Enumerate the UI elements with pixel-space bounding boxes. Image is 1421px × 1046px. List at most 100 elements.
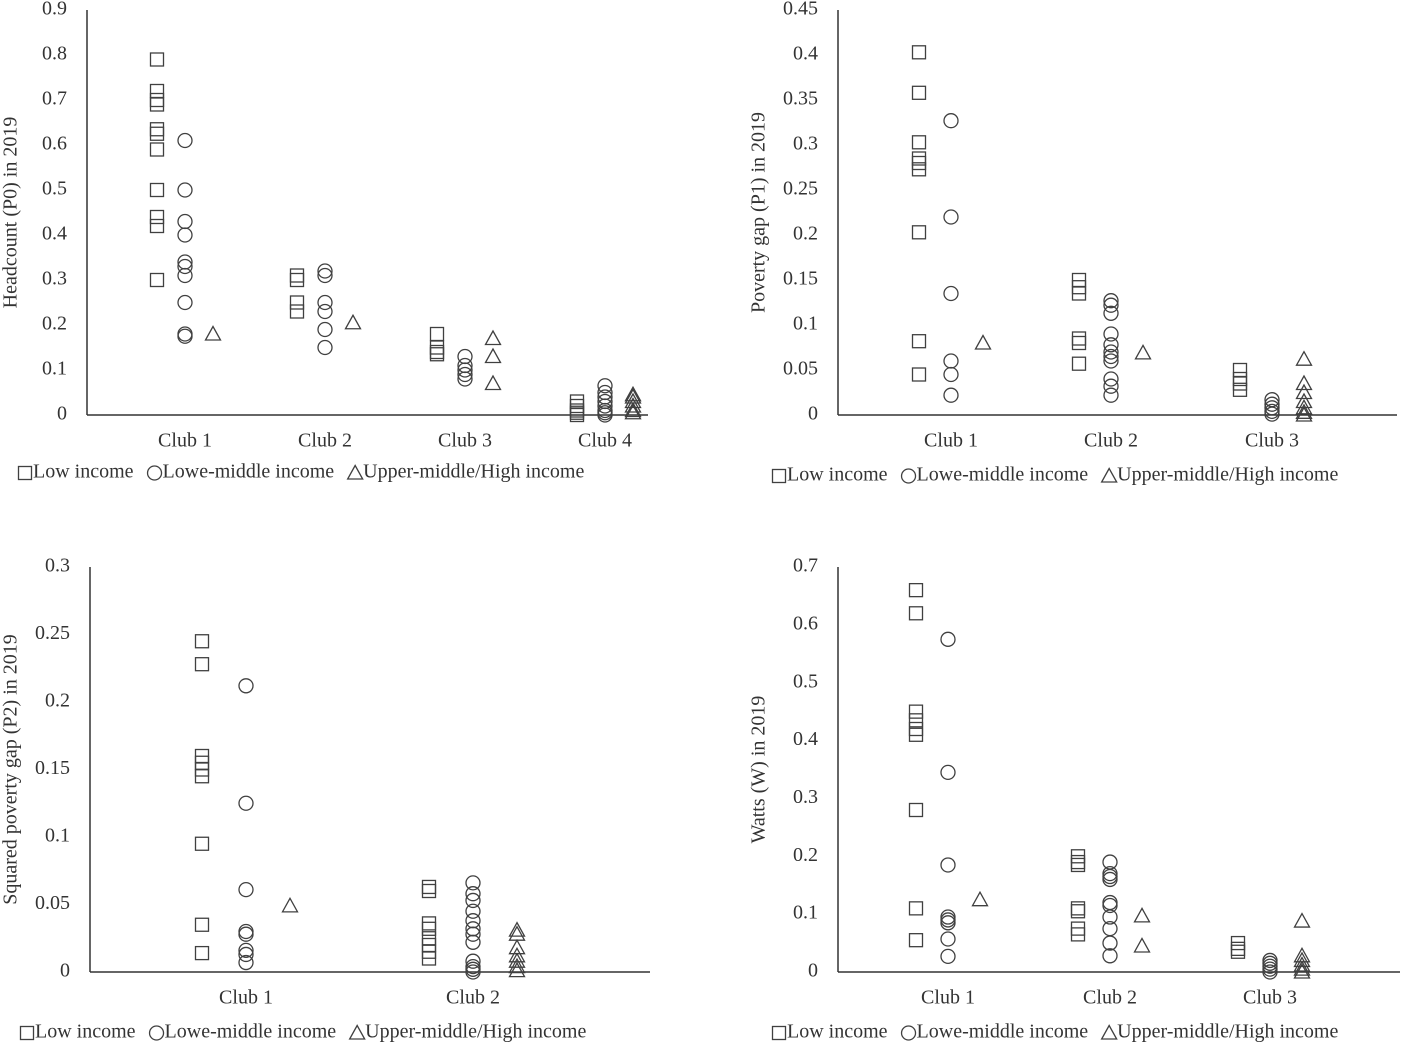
point [1070,857,1086,873]
point [908,727,924,742]
point [465,875,481,891]
legend-label: Low income [787,464,888,486]
y-tick-label: 0.3 [42,268,67,290]
legend-marker [1100,1024,1118,1040]
point [177,328,193,344]
x-tick-label: Club 2 [298,430,352,452]
point [940,931,956,947]
point [911,367,927,382]
legend-marker [348,1024,366,1040]
legend-label: Low income [33,461,134,483]
point [344,313,362,330]
point [1102,948,1118,964]
point [1295,406,1313,422]
point [1071,272,1087,288]
point [597,378,613,394]
point [508,961,526,978]
point [508,921,526,937]
point [457,362,473,378]
point [1070,927,1086,942]
point [1071,335,1087,351]
point [1264,406,1280,422]
y-tick-label: 0 [808,403,818,425]
point [908,721,924,737]
point [1102,909,1118,925]
y-tick-label: 0.15 [35,757,70,779]
x-tick-label: Club 3 [1245,430,1299,452]
y-tick-label: 0.2 [793,844,818,866]
y-tick-label: 0.25 [35,622,70,644]
point [238,795,254,811]
y-tick-label: 0.4 [793,728,818,750]
legend-label: Lowe-middle income [917,1021,1089,1043]
point [1103,387,1119,403]
point [943,285,959,302]
legend-label: Lowe-middle income [163,461,335,483]
point [1103,326,1119,342]
point [943,113,959,129]
y-tick-label: 0.8 [42,43,67,65]
point [289,295,305,310]
point [940,948,956,965]
point [465,886,481,902]
point [1103,378,1119,394]
point [149,209,165,225]
y-tick-label: 0.05 [35,892,70,914]
point [597,407,613,423]
point [238,678,254,694]
x-tick-label: Club 1 [219,987,273,1009]
point [149,92,165,108]
point [1103,297,1119,313]
point [177,132,193,149]
point [911,225,927,240]
x-tick-label: Club 2 [1083,987,1137,1009]
point [971,890,989,907]
point [289,272,305,288]
y-tick-label: 0.2 [45,690,70,712]
point [465,903,481,919]
point [149,83,165,99]
y-tick-label: 0.5 [793,670,818,692]
point [908,582,924,598]
legend-label: Lowe-middle income [165,1021,337,1043]
point [1134,344,1152,360]
x-tick-label: Club 1 [158,430,212,452]
y-tick-label: 0.6 [42,133,67,155]
point [177,213,193,230]
legend-marker [771,1025,787,1041]
point [149,272,165,288]
point [1232,362,1248,378]
y-tick-label: 0.7 [793,555,818,577]
y-tick-label: 0.7 [42,88,67,110]
y-tick-label: 0 [60,960,70,982]
point [943,209,959,225]
point [484,347,502,364]
point [317,263,333,279]
point [911,162,927,177]
point [1230,941,1246,957]
point [1295,350,1313,366]
point [238,882,254,898]
point [1102,868,1118,885]
y-tick-label: 0.3 [793,786,818,808]
legend-marker [900,1025,917,1041]
point [177,258,193,275]
point [1071,286,1087,301]
y-tick-label: 0.05 [783,358,818,380]
point [911,334,927,349]
point [194,634,210,649]
point [1293,960,1311,976]
point [1103,348,1119,365]
point [421,916,437,931]
y-tick-label: 0.1 [793,313,818,335]
x-tick-label: Club 2 [1084,430,1138,452]
legend-label: Upper-middle/High income [1117,1021,1338,1043]
legend-marker [900,468,917,484]
point [238,946,254,963]
point [1232,382,1248,397]
point [465,964,481,980]
point [429,347,445,362]
y-axis-label: Watts (W) in 2019 [748,696,770,844]
point [177,294,193,311]
